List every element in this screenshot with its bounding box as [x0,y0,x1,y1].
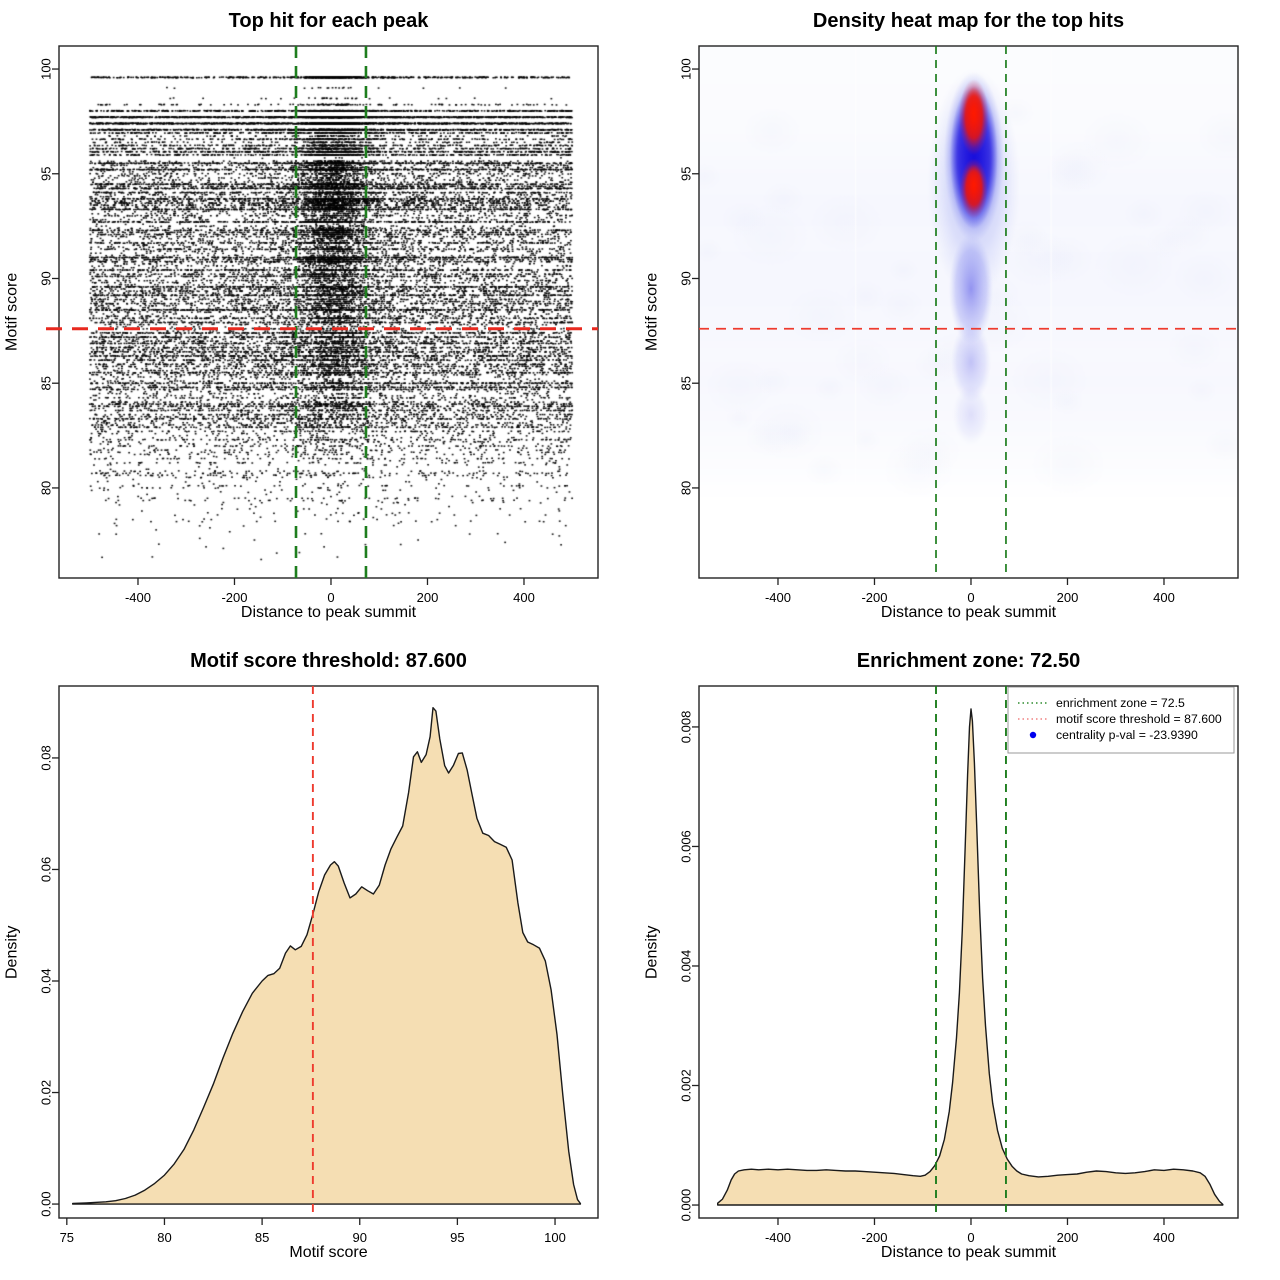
svg-text:80: 80 [157,1230,171,1245]
y-axis: 80 85 90 95 100 [38,58,59,495]
x-axis-title: Distance to peak summit [880,1244,1057,1261]
svg-text:90: 90 [38,271,53,285]
svg-text:0.002: 0.002 [678,1069,693,1102]
legend: enrichment zone = 72.5 motif score thresh… [1007,686,1235,754]
svg-text:95: 95 [38,167,53,181]
panel-motif-score-density: 75 80 85 90 95 100 0.00 0.02 0.04 0.06 0.08 Motif … [0,640,640,1280]
svg-text:-200: -200 [221,590,247,605]
svg-text:-400: -400 [125,590,151,605]
svg-text:0.06: 0.06 [38,857,53,882]
svg-text:90: 90 [353,1230,367,1245]
x-axis-title: Distance to peak summit [880,604,1057,621]
svg-text:-400: -400 [765,1230,791,1245]
x-axis: -400 -200 0 200 400 [765,1218,1175,1245]
svg-text:motif score threshold = 87.600: motif score threshold = 87.600 [1056,712,1222,726]
svg-text:400: 400 [1153,590,1175,605]
svg-text:0: 0 [327,590,334,605]
svg-text:80: 80 [38,481,53,495]
svg-text:0.006: 0.006 [678,830,693,863]
svg-text:90: 90 [678,271,693,285]
svg-text:0.000: 0.000 [678,1189,693,1222]
panel-distance-density: -400 -200 0 200 400 0.000 0.002 0.004 0.006 0.008… [640,640,1280,1280]
density-plot: -400 -200 0 200 400 0.000 0.002 0.004 0.006 0.008… [678,685,1239,1245]
svg-text:400: 400 [1153,1230,1175,1245]
panel-density-heatmap: -400 -200 0 200 400 80 85 90 95 100 Density heat … [640,0,1280,640]
legend-item: centrality p-val = -23.9390 [1029,728,1198,742]
heatmap-canvas [640,0,1280,640]
density-plot: 75 80 85 90 95 100 0.00 0.02 0.04 0.06 0.08 [38,685,599,1245]
heatmap-overlay: -400 -200 0 200 400 80 85 90 95 100 [678,45,1239,605]
svg-text:95: 95 [450,1230,464,1245]
svg-text:100: 100 [544,1230,566,1245]
x-axis: -400 -200 0 200 400 [765,578,1175,605]
density-curve [72,707,582,1205]
svg-text:95: 95 [678,167,693,181]
legend-item: motif score threshold = 87.600 [1018,712,1222,726]
x-axis-title: Distance to peak summit [240,604,417,621]
svg-text:0.04: 0.04 [38,968,53,993]
svg-text:0: 0 [967,1230,974,1245]
panel-title: Top hit for each peak [228,10,429,32]
x-axis: -400 -200 0 200 400 [125,578,535,605]
panel-title: Density heat map for the top hits [812,10,1125,32]
panel-title: Enrichment zone: 72.50 [856,650,1081,672]
panel-top-hit-scatter: -400 -200 0 200 400 80 85 90 95 100 Top hit for e… [0,0,640,640]
svg-text:85: 85 [255,1230,269,1245]
svg-text:0.08: 0.08 [38,745,53,770]
svg-text:85: 85 [38,376,53,390]
y-axis: 80 85 90 95 100 [678,58,699,495]
y-axis-title: Density [3,925,21,979]
legend-item: enrichment zone = 72.5 [1018,696,1185,710]
svg-text:0.00: 0.00 [38,1191,53,1216]
svg-text:100: 100 [38,58,53,80]
y-axis-title: Density [643,925,661,979]
svg-text:0: 0 [967,590,974,605]
svg-text:0.004: 0.004 [678,950,693,983]
svg-text:85: 85 [678,376,693,390]
plot-box [698,45,1239,579]
panel-title: Motif score threshold: 87.600 [190,650,467,672]
svg-text:centrality p-val = -23.9390: centrality p-val = -23.9390 [1056,728,1198,742]
svg-text:75: 75 [60,1230,74,1245]
plot-box [58,45,599,579]
x-axis-title: Motif score [289,1244,368,1261]
svg-text:-200: -200 [861,590,887,605]
y-axis-title: Motif score [3,272,21,352]
svg-text:-200: -200 [861,1230,887,1245]
svg-text:-400: -400 [765,590,791,605]
scatter-points-canvas [0,0,640,640]
svg-text:200: 200 [417,590,439,605]
x-axis: 75 80 85 90 95 100 [60,1218,566,1245]
y-axis: 0.000 0.002 0.004 0.006 0.008 [678,711,699,1222]
svg-text:400: 400 [513,590,535,605]
svg-text:200: 200 [1057,1230,1079,1245]
y-axis-title: Motif score [643,272,661,352]
svg-text:80: 80 [678,481,693,495]
plot-box [58,685,599,1219]
svg-text:200: 200 [1057,590,1079,605]
svg-text:0.02: 0.02 [38,1080,53,1105]
y-axis: 0.00 0.02 0.04 0.06 0.08 [38,745,59,1217]
plot-box [698,685,1239,1219]
density-curve [717,708,1224,1206]
scatter-overlay: -400 -200 0 200 400 80 85 90 95 100 [38,45,599,605]
svg-text:0.008: 0.008 [678,711,693,744]
svg-text:enrichment zone = 72.5: enrichment zone = 72.5 [1056,696,1185,710]
svg-text:100: 100 [678,58,693,80]
